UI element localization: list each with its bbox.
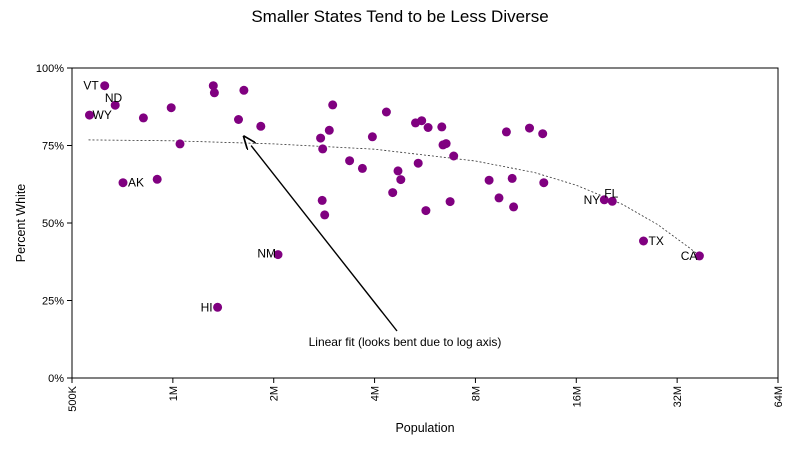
- point-label-ny: NY: [584, 193, 601, 207]
- data-point: [393, 166, 403, 176]
- y-tick-label: 75%: [42, 141, 64, 153]
- x-tick-label: 1M: [168, 386, 180, 401]
- annotation-arrow: [251, 146, 398, 332]
- data-point: [100, 81, 110, 91]
- data-point: [213, 302, 223, 312]
- point-label-vt: VT: [83, 79, 99, 93]
- x-tick-label: 500K: [67, 385, 79, 411]
- y-tick-label: 100%: [36, 63, 64, 75]
- data-point: [525, 123, 534, 133]
- data-point: [441, 139, 451, 149]
- annotation-text: Linear fit (looks bent due to log axis): [309, 335, 502, 349]
- data-point: [538, 129, 548, 139]
- data-point: [110, 100, 120, 110]
- chart-title: Smaller States Tend to be Less Diverse: [251, 7, 548, 26]
- plot-area: [71, 67, 779, 379]
- data-point: [539, 178, 549, 188]
- x-tick-label: 8M: [470, 386, 482, 401]
- point-label-nm: NM: [257, 247, 276, 261]
- data-point: [607, 196, 617, 206]
- x-tick-label: 2M: [269, 386, 281, 401]
- data-point: [507, 173, 517, 183]
- data-point: [484, 175, 494, 185]
- data-point: [324, 125, 334, 135]
- data-point: [345, 156, 355, 166]
- data-point: [175, 139, 185, 149]
- x-tick-label: 4M: [370, 386, 382, 401]
- data-point: [320, 210, 330, 220]
- data-point: [388, 188, 398, 198]
- data-point: [318, 144, 328, 154]
- data-point: [445, 197, 455, 207]
- data-point: [118, 178, 128, 188]
- data-point: [421, 206, 431, 216]
- point-label-wy: WY: [93, 108, 112, 122]
- data-point: [85, 110, 94, 120]
- x-tick-label: 32M: [672, 386, 684, 407]
- data-point: [234, 115, 243, 124]
- data-point: [328, 100, 338, 110]
- y-tick-label: 0%: [48, 373, 64, 385]
- data-point: [413, 158, 423, 168]
- x-tick-label: 64M: [773, 386, 785, 407]
- data-point: [138, 113, 148, 123]
- point-label-hi: HI: [201, 300, 213, 314]
- data-point: [423, 123, 433, 132]
- data-point: [152, 174, 162, 184]
- data-point: [208, 81, 218, 91]
- point-label-nd: ND: [105, 91, 123, 105]
- x-tick-label: 16M: [571, 386, 583, 407]
- x-axis-label: Population: [395, 421, 454, 435]
- data-point: [381, 107, 391, 117]
- data-point: [273, 250, 283, 260]
- point-label-ak: AK: [128, 176, 144, 190]
- scatter-points: [85, 81, 704, 312]
- y-tick-label: 25%: [42, 296, 64, 308]
- data-point: [599, 195, 609, 205]
- data-point: [494, 193, 504, 203]
- point-label-tx: TX: [649, 234, 664, 248]
- y-axis: 0% 25% 50% 75% 100%: [36, 63, 72, 385]
- data-point: [694, 251, 704, 261]
- data-point: [239, 85, 249, 95]
- data-point: [166, 103, 176, 113]
- data-point: [501, 127, 511, 137]
- data-point: [316, 133, 326, 143]
- point-label-ca: CA: [681, 249, 698, 263]
- data-point: [509, 202, 519, 212]
- point-label-fl: FL: [604, 186, 618, 200]
- y-tick-label: 50%: [42, 218, 64, 230]
- y-axis-label: Percent White: [14, 184, 28, 263]
- data-point: [317, 195, 327, 205]
- data-point: [256, 121, 266, 131]
- data-point: [417, 116, 427, 126]
- data-point: [437, 122, 447, 132]
- data-point: [639, 236, 648, 246]
- data-point: [367, 132, 377, 142]
- data-point: [357, 163, 367, 173]
- data-point: [449, 151, 459, 161]
- x-axis: 500K 1M 2M 4M 8M 16M 32M 64M: [67, 378, 785, 412]
- state-labels: VT ND WY AK HI NM NY FL TX CA: [83, 79, 697, 315]
- data-point: [209, 88, 219, 98]
- data-point: [396, 175, 406, 185]
